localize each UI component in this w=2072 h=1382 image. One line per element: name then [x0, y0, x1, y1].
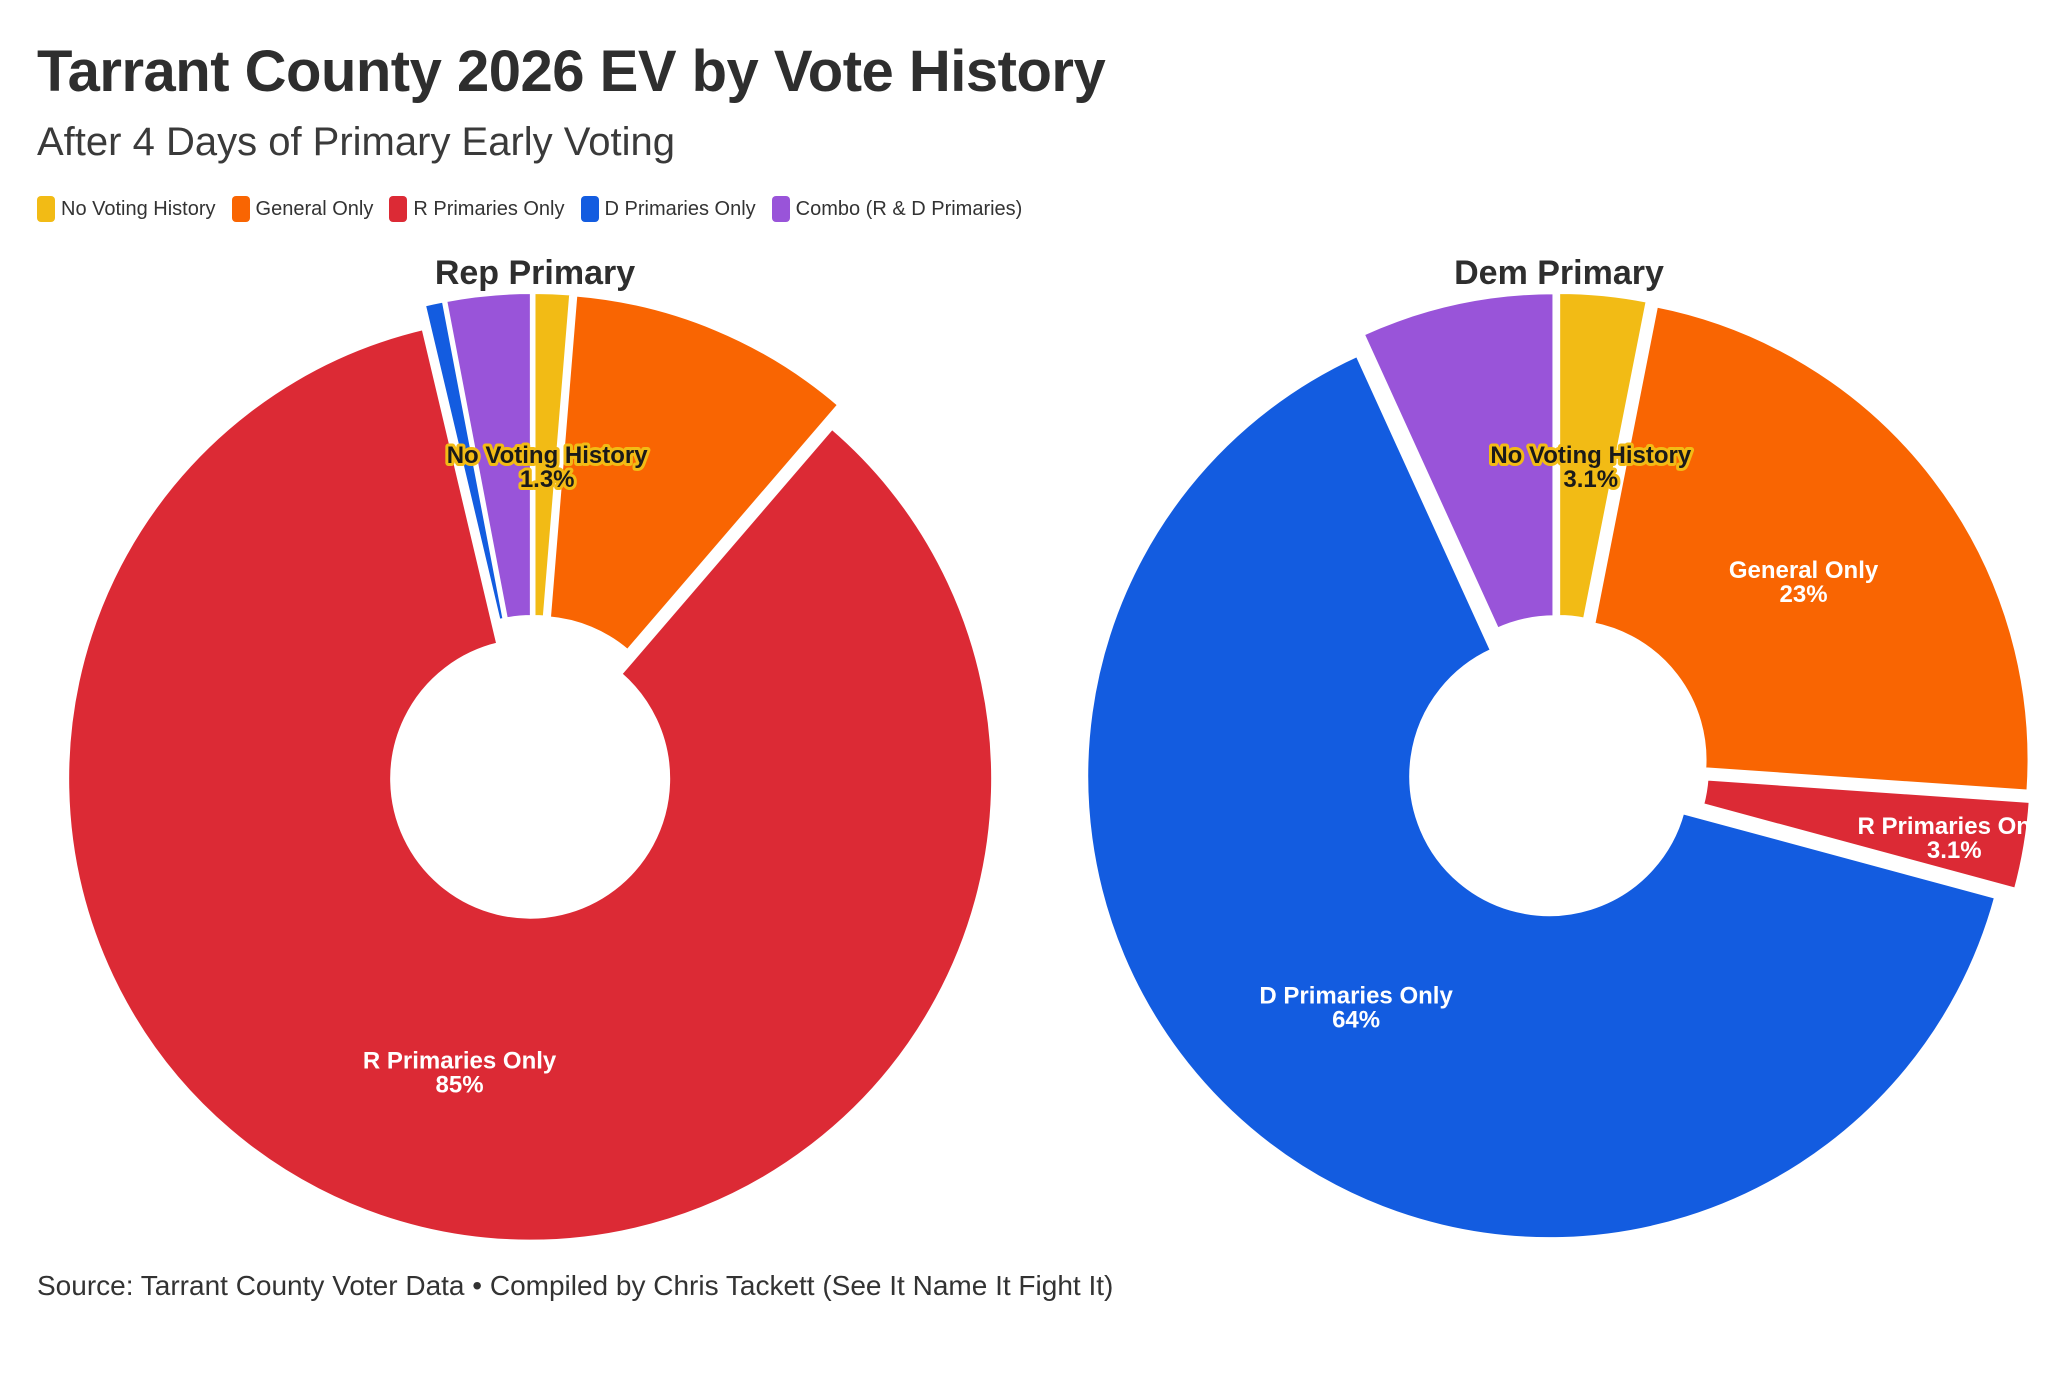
slice-label-name: D Primaries Only — [1259, 983, 1453, 1010]
legend-label: Combo (R & D Primaries) — [795, 197, 1023, 220]
legend-label: General Only — [255, 197, 374, 220]
slice-label-value: 3.1% — [1563, 466, 1618, 493]
slice-label-r-primaries-only: R Primaries Only 85% — [363, 1048, 557, 1099]
legend-label: R Primaries Only — [413, 197, 565, 220]
slice-r-primaries-only[interactable] — [1700, 776, 2033, 892]
slice-label-value: 85% — [436, 1072, 484, 1099]
slice-label-value: 64% — [1332, 1007, 1380, 1034]
legend-swatch — [389, 196, 408, 222]
legend-swatch — [231, 196, 250, 222]
legend-swatch — [37, 196, 55, 222]
chart-title-dem-primary: Dem Primary — [1454, 254, 1664, 292]
slice-label-value: 23% — [1780, 581, 1828, 608]
slice-label-general-only: General Only 23% — [1729, 557, 1879, 608]
legend-swatch — [580, 196, 599, 222]
slice-no-voting-history[interactable] — [531, 290, 574, 620]
slice-label-name: R Primaries Only — [1858, 813, 2052, 840]
slice-general-only[interactable] — [546, 292, 842, 654]
source-note: Source: Tarrant County Voter Data • Comp… — [37, 1270, 1114, 1301]
slice-label-value: 1.3% — [520, 466, 575, 493]
slice-combo-r-d-primaries[interactable] — [1360, 290, 1557, 632]
slice-label-name: No Voting History — [1490, 442, 1692, 469]
slice-general-only[interactable] — [1591, 303, 2032, 794]
slice-no-voting-history[interactable] — [1556, 290, 1650, 622]
page-title: Tarrant County 2026 EV by Vote History — [37, 39, 1106, 104]
legend-item-general-only[interactable]: General Only — [231, 196, 374, 222]
rep-primary-pie: No Voting History 1.3% R Primaries Only 85% — [65, 290, 996, 1244]
chart-title-rep-primary: Rep Primary — [434, 254, 636, 292]
legend-item-no-voting-history[interactable]: No Voting History — [37, 196, 216, 222]
slice-label-d-primaries-only: D Primaries Only 64% — [1259, 983, 1453, 1034]
legend-label: D Primaries Only — [604, 197, 756, 220]
slice-r-primaries-only[interactable] — [65, 326, 996, 1244]
slice-label-value: 3.1% — [1927, 837, 1982, 864]
slice-combo-r-d-primaries[interactable] — [443, 290, 534, 622]
slice-label-name: General Only — [1729, 557, 1879, 584]
slice-label-name: No Voting History — [447, 442, 649, 469]
legend-item-d-primaries-only[interactable]: D Primaries Only — [580, 196, 756, 222]
legend-label: No Voting History — [61, 197, 216, 220]
slice-label-r-primaries-only: R Primaries Only 3.1% — [1858, 813, 2052, 864]
dem-primary-pie: No Voting History 3.1%General Only 23%R Pr… — [1084, 290, 2052, 1242]
legend-swatch — [771, 196, 790, 222]
legend-item-combo[interactable]: Combo (R & D Primaries) — [771, 196, 1023, 222]
slice-label-no-voting-history: No Voting History 1.3% — [447, 442, 649, 493]
slice-label-name: R Primaries Only — [363, 1048, 557, 1075]
slice-d-primaries-only[interactable] — [1084, 352, 1999, 1242]
legend: No Voting History General Only R Primari… — [37, 196, 1038, 222]
legend-item-r-primaries-only[interactable]: R Primaries Only — [389, 196, 565, 222]
slice-label-no-voting-history: No Voting History 3.1% — [1490, 442, 1692, 493]
page-subtitle: After 4 Days of Primary Early Voting — [37, 120, 676, 164]
